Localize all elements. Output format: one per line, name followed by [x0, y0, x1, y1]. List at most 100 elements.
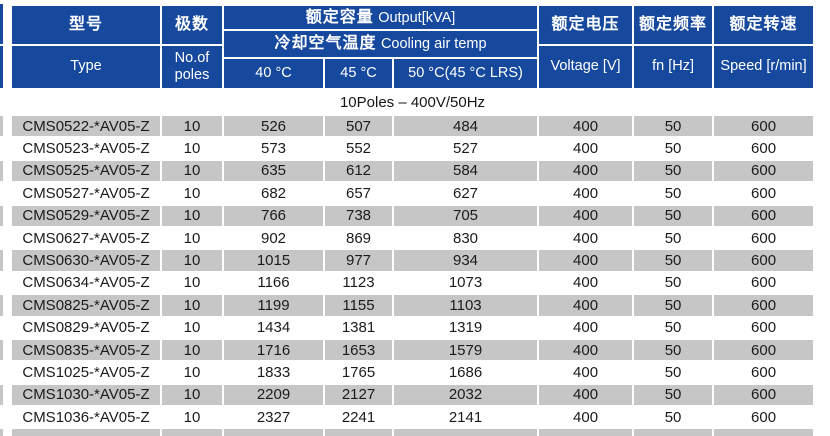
- header-poles-en: No.of poles: [160, 44, 224, 90]
- cell-kva-40c: 1833: [222, 360, 325, 385]
- header-row-en: Type No.of poles Voltage [V] fn [Hz] Spe…: [10, 44, 816, 90]
- header-voltage-en: Voltage [V]: [537, 44, 635, 90]
- left-edge-strip: [0, 4, 3, 436]
- cell-frequency: 50: [632, 270, 715, 296]
- partial-cell: [10, 427, 162, 436]
- cell-kva-50c: 1319: [391, 315, 540, 340]
- cell-kva-40c: 526: [222, 113, 325, 139]
- cell-kva-50c: 527: [391, 136, 540, 161]
- cell-type: CMS0525-*AV05-Z: [10, 158, 162, 184]
- cell-poles: 10: [160, 113, 224, 139]
- section-label: 10Poles – 400V/50Hz: [11, 89, 815, 115]
- header-frequency-en: fn [Hz]: [632, 44, 715, 90]
- header-output-group: 额定容量 Output[kVA]: [221, 4, 540, 31]
- cell-kva-40c: 1166: [222, 270, 325, 296]
- cell-kva-50c: 1103: [391, 293, 540, 318]
- cell-type: CMS1025-*AV05-Z: [10, 360, 162, 385]
- cell-frequency: 50: [632, 337, 715, 363]
- header-temp-40: 40 °C: [222, 57, 325, 90]
- cell-kva-50c: 1579: [391, 337, 540, 363]
- cell-speed: 600: [712, 337, 816, 363]
- header-cooling-label-en: Cooling air temp: [380, 36, 487, 53]
- cell-poles: 10: [160, 136, 224, 161]
- cell-kva-40c: 1716: [222, 337, 325, 363]
- cell-kva-45c: 612: [323, 158, 394, 184]
- cell-kva-50c: 934: [391, 248, 540, 273]
- table-row: CMS0525-*AV05-Z 10 635 612 584 400 50 600: [10, 158, 816, 184]
- cell-speed: 600: [712, 181, 816, 206]
- header-row-cooling: 冷却空气温度 Cooling air temp: [11, 29, 814, 59]
- cell-speed: 600: [712, 113, 816, 139]
- table-row: CMS1036-*AV05-Z 10 2327 2241 2141 400 50 600: [10, 405, 816, 430]
- cell-kva-45c: 657: [323, 181, 394, 206]
- header-output-label-en: Output[kVA]: [378, 9, 456, 26]
- cell-type: CMS0627-*AV05-Z: [10, 225, 162, 251]
- cell-voltage: 400: [537, 337, 635, 363]
- generator-spec-table: 型号 极数 额定容量 Output[kVA] 额定电压 额定频率 额定转速 冷却…: [10, 4, 816, 436]
- header-type-en: Type: [10, 44, 162, 90]
- cell-kva-50c: 2032: [391, 382, 540, 408]
- cell-type: CMS1030-*AV05-Z: [10, 382, 162, 408]
- cell-speed: 600: [712, 315, 816, 340]
- cell-poles: 10: [160, 360, 224, 385]
- cell-voltage: 400: [537, 293, 635, 318]
- cell-kva-50c: 627: [391, 181, 540, 206]
- cell-kva-50c: 2141: [391, 405, 540, 430]
- cell-poles: 10: [160, 270, 224, 296]
- partial-cell: [712, 427, 816, 436]
- cell-poles: 10: [160, 293, 224, 318]
- cell-type: CMS0527-*AV05-Z: [10, 181, 162, 206]
- cell-frequency: 50: [632, 360, 715, 385]
- cell-speed: 600: [712, 405, 816, 430]
- cell-type: CMS0825-*AV05-Z: [10, 293, 162, 318]
- cell-kva-50c: 830: [391, 225, 540, 251]
- partial-cell: [632, 427, 715, 436]
- cell-kva-45c: 869: [323, 225, 394, 251]
- header-cooling-air-temp: 冷却空气温度 Cooling air temp: [221, 29, 540, 59]
- partial-next-row: [10, 427, 816, 436]
- header-row-temps: 40 °C 45 °C 50 °C(45 °C LRS): [11, 57, 814, 90]
- table-row: CMS0529-*AV05-Z 10 766 738 705 400 50 600: [10, 203, 816, 228]
- table-row: CMS1030-*AV05-Z 10 2209 2127 2032 400 50 600: [10, 382, 816, 408]
- cell-kva-45c: 507: [323, 113, 394, 139]
- cell-frequency: 50: [632, 405, 715, 430]
- cell-speed: 600: [712, 270, 816, 296]
- cell-kva-45c: 2127: [323, 382, 394, 408]
- table-row: CMS0835-*AV05-Z 10 1716 1653 1579 400 50 600: [10, 337, 816, 363]
- cell-voltage: 400: [537, 405, 635, 430]
- cell-poles: 10: [160, 382, 224, 408]
- section-row: 10Poles – 400V/50Hz: [11, 89, 815, 115]
- cell-speed: 600: [712, 225, 816, 251]
- table-row: CMS0829-*AV05-Z 10 1434 1381 1319 400 50 600: [10, 315, 816, 340]
- cell-type: CMS1036-*AV05-Z: [10, 405, 162, 430]
- cell-voltage: 400: [537, 315, 635, 340]
- cell-kva-40c: 682: [222, 181, 325, 206]
- cell-voltage: 400: [537, 382, 635, 408]
- cell-poles: 10: [160, 337, 224, 363]
- partial-cell: [160, 427, 224, 436]
- cell-kva-45c: 552: [323, 136, 394, 161]
- header-poles-zh: 极数: [160, 4, 224, 46]
- cell-voltage: 400: [537, 136, 635, 161]
- cell-kva-45c: 1155: [323, 293, 394, 318]
- cell-kva-50c: 1073: [391, 270, 540, 296]
- cell-kva-40c: 902: [222, 225, 325, 251]
- table-row: CMS0630-*AV05-Z 10 1015 977 934 400 50 600: [10, 248, 816, 273]
- cell-voltage: 400: [537, 270, 635, 296]
- header-row-zh: 型号 极数 额定容量 Output[kVA] 额定电压 额定频率 额定转速: [10, 4, 816, 46]
- cell-poles: 10: [160, 405, 224, 430]
- header-frequency-zh: 额定频率: [632, 4, 715, 46]
- cell-type: CMS0529-*AV05-Z: [10, 203, 162, 228]
- cell-speed: 600: [712, 248, 816, 273]
- cell-kva-40c: 1015: [222, 248, 325, 273]
- partial-cell: [222, 427, 325, 436]
- cell-frequency: 50: [632, 158, 715, 184]
- table-row: CMS0523-*AV05-Z 10 573 552 527 400 50 600: [10, 136, 816, 161]
- cell-poles: 10: [160, 203, 224, 228]
- cell-speed: 600: [712, 293, 816, 318]
- cell-type: CMS0835-*AV05-Z: [10, 337, 162, 363]
- cell-kva-50c: 584: [391, 158, 540, 184]
- cell-kva-50c: 705: [391, 203, 540, 228]
- cell-voltage: 400: [537, 113, 635, 139]
- cell-poles: 10: [160, 158, 224, 184]
